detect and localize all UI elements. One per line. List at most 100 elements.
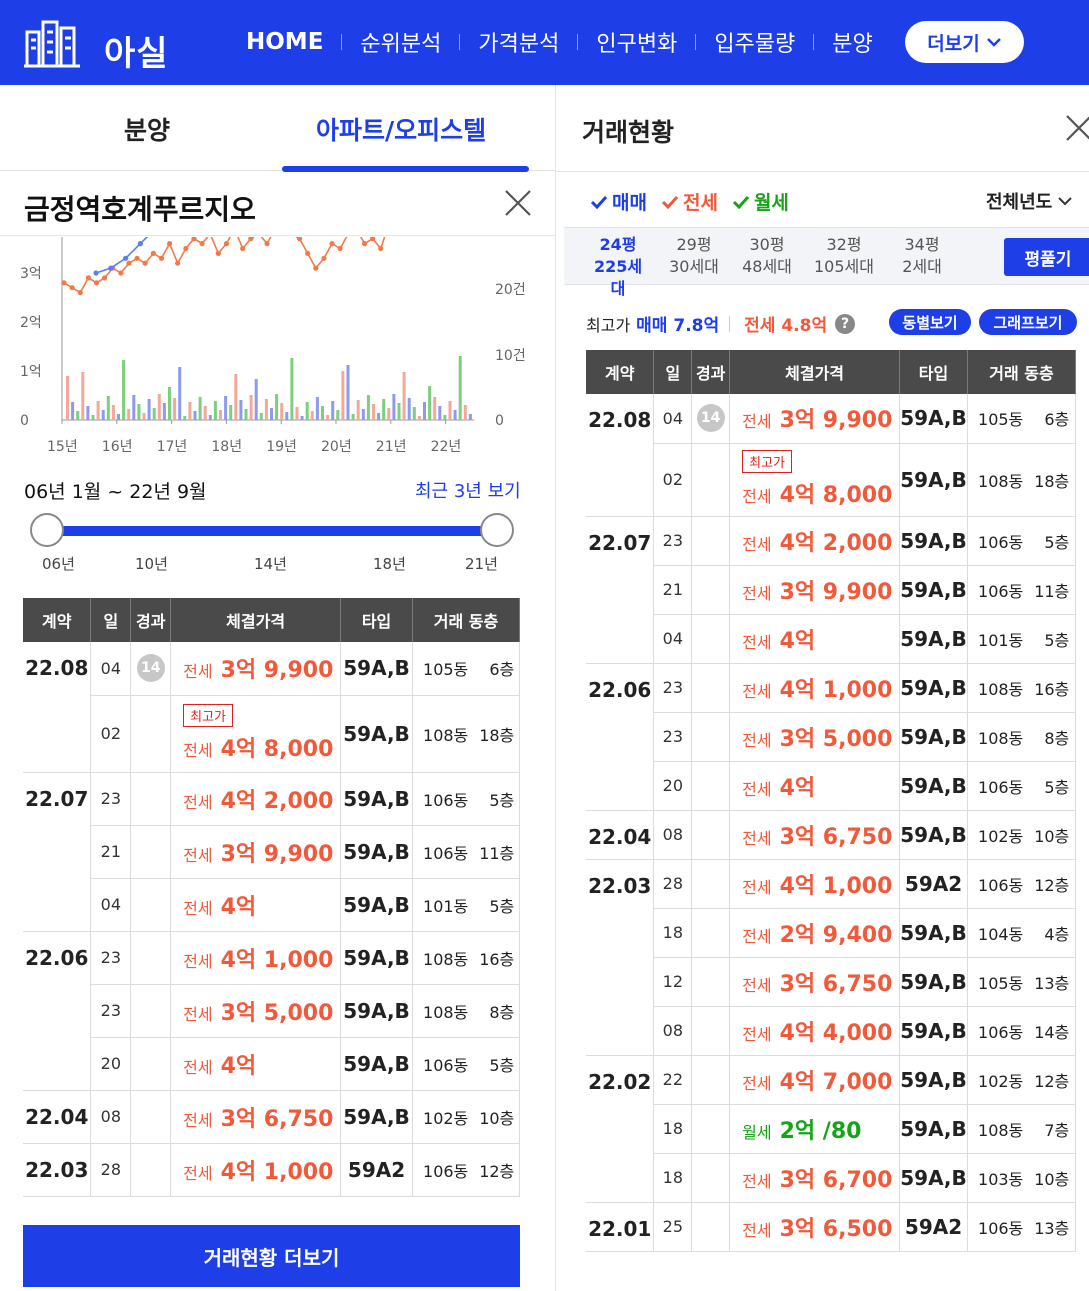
price-point bbox=[264, 241, 270, 247]
size-option-32[interactable]: 32평 105세대 bbox=[808, 234, 880, 278]
year-select[interactable]: 전체년도 bbox=[986, 188, 1072, 214]
nav-price[interactable]: 가격분석 bbox=[478, 32, 560, 57]
table-row[interactable]: 22.03 28 전세 4억 1,000 59A2 106동 12층 bbox=[23, 1143, 520, 1197]
filter-sale[interactable]: 매매 bbox=[590, 188, 647, 215]
price-cell: 전세 3억 9,900 bbox=[170, 825, 342, 879]
table-row[interactable]: 22.01 25 전세 3억 6,500 59A2 106동 13층 bbox=[586, 1202, 1076, 1252]
table-row[interactable]: 08 전세 4억 4,000 59A,B 106동 14층 bbox=[586, 1006, 1076, 1056]
contract-month: 22.03 bbox=[586, 859, 655, 1056]
floor: 4층 bbox=[1044, 924, 1070, 944]
max-jeonse-price: 전세 4.8억 bbox=[744, 316, 828, 336]
volume-bar bbox=[264, 399, 268, 420]
slider-handle-end[interactable] bbox=[480, 513, 514, 547]
deal-price: 3억 9,900 bbox=[779, 579, 893, 605]
dong-floor-cell: 108동 18층 bbox=[967, 443, 1076, 517]
volume-bar bbox=[310, 411, 314, 420]
volume-bar bbox=[300, 416, 304, 420]
contract-day: 08 bbox=[90, 1090, 132, 1144]
help-icon[interactable]: ? bbox=[835, 313, 856, 334]
floor: 8층 bbox=[1044, 728, 1070, 748]
volume-bar bbox=[428, 386, 432, 420]
dong-floor-cell: 108동 8층 bbox=[967, 712, 1076, 762]
volume-bar bbox=[448, 401, 452, 420]
volume-bar bbox=[111, 405, 115, 420]
volume-bar bbox=[229, 405, 233, 420]
header-contract: 계약 bbox=[586, 350, 655, 394]
table-row[interactable]: 22.07 23 전세 4억 2,000 59A,B 106동 5층 bbox=[586, 516, 1076, 664]
dong-floor-cell: 108동 18층 bbox=[412, 695, 520, 773]
deal-type: 전세 bbox=[742, 1220, 772, 1240]
header-price: 체결가격 bbox=[729, 350, 901, 394]
elapsed-cell bbox=[691, 859, 731, 909]
floor: 6층 bbox=[489, 660, 515, 680]
dong-floor-cell: 101동 5층 bbox=[412, 878, 520, 932]
volume-bar bbox=[91, 415, 95, 420]
floor: 5층 bbox=[1044, 630, 1070, 650]
volume-bar bbox=[280, 403, 284, 420]
table-row[interactable]: 02 최고가 전세 4억 8,000 59A,B 108동 18층 bbox=[586, 443, 1076, 517]
size-option-29[interactable]: 29평 30세대 bbox=[664, 234, 724, 278]
slider-handle-start[interactable] bbox=[30, 513, 64, 547]
table-row[interactable]: 22.06 23 전세 4억 1,000 59A,B 108동 16층 bbox=[586, 663, 1076, 811]
volume-bar bbox=[351, 414, 355, 420]
volume-bar bbox=[239, 400, 243, 420]
transaction-table: 계약 일 경과 체결가격 타입 거래 동층 22.08 04 14 전세 3억 9,90… bbox=[23, 598, 520, 1197]
table-row[interactable]: 22.02 22 전세 4억 7,000 59A,B 102동 12층 bbox=[586, 1055, 1076, 1203]
table-row[interactable]: 18 전세 3억 6,700 59A,B 103동 10층 bbox=[586, 1153, 1076, 1203]
table-row[interactable]: 20 전세 4억 59A,B 106동 5층 bbox=[586, 761, 1076, 811]
brand-logo[interactable]: 아실 bbox=[24, 14, 174, 74]
tab-apartment-officetel[interactable]: 아파트/오피스텔 bbox=[316, 116, 487, 145]
size-option-30[interactable]: 30평 48세대 bbox=[736, 234, 798, 278]
table-row[interactable]: 21 전세 3억 9,900 59A,B 106동 11층 bbox=[23, 825, 520, 879]
tab-presale[interactable]: 분양 bbox=[124, 116, 171, 145]
recent-3-years-link[interactable]: 최근 3년 보기 bbox=[415, 481, 521, 502]
dong-floor-cell: 108동 8층 bbox=[412, 984, 520, 1038]
nav-ranking[interactable]: 순위분석 bbox=[360, 32, 442, 57]
table-row[interactable]: 18 전세 2억 9,400 59A,B 104동 4층 bbox=[586, 908, 1076, 958]
table-row[interactable]: 04 전세 4억 59A,B 101동 5층 bbox=[586, 614, 1076, 664]
table-row[interactable]: 22.06 23 전세 4억 1,000 59A,B 108동 16층 bbox=[23, 931, 520, 1091]
table-row[interactable]: 22.08 04 14 전세 3억 9,900 59A,B 105동 6층 bbox=[586, 394, 1076, 517]
table-row[interactable]: 12 전세 3억 6,750 59A,B 105동 13층 bbox=[586, 957, 1076, 1007]
table-row[interactable]: 22.04 08 전세 3억 6,750 59A,B 102동 10층 bbox=[23, 1090, 520, 1144]
table-row[interactable]: 02 최고가 전세 4억 8,000 59A,B 108동 18층 bbox=[23, 695, 520, 773]
table-row[interactable]: 04 전세 4억 59A,B 101동 5층 bbox=[23, 878, 520, 932]
table-row[interactable]: 22.04 08 전세 3억 6,750 59A,B 102동 10층 bbox=[586, 810, 1076, 860]
floor: 6층 bbox=[1044, 410, 1070, 430]
price-point bbox=[215, 250, 221, 256]
table-row[interactable]: 22.07 23 전세 4억 2,000 59A,B 106동 5층 bbox=[23, 772, 520, 932]
floor: 13층 bbox=[1034, 973, 1070, 993]
price-volume-chart[interactable]: 3억 2억 1억 0 20건 10건 0 15년 16년 17년 18년 19년 20년 21년 22년 bbox=[0, 237, 555, 467]
more-transactions-button[interactable]: 거래현황 더보기 bbox=[23, 1225, 520, 1287]
nav-population[interactable]: 인구변화 bbox=[596, 32, 678, 57]
close-icon[interactable] bbox=[502, 187, 534, 219]
table-row[interactable]: 22.08 04 14 전세 3억 9,900 59A,B 105동 6층 bbox=[23, 642, 520, 773]
size-option-24[interactable]: 24평 225세대 bbox=[587, 234, 649, 300]
view-by-dong-button[interactable]: 동별보기 bbox=[889, 309, 971, 335]
unit-type: 59A,B bbox=[899, 516, 969, 566]
close-icon[interactable] bbox=[1064, 113, 1089, 143]
volume-bar bbox=[193, 411, 197, 420]
nav-presale[interactable]: 분양 bbox=[832, 32, 873, 57]
table-row[interactable]: 23 전세 3억 5,000 59A,B 108동 8층 bbox=[586, 712, 1076, 762]
nav-supply[interactable]: 입주물량 bbox=[714, 32, 796, 57]
view-graph-button[interactable]: 그래프보기 bbox=[979, 309, 1077, 335]
price-point bbox=[305, 250, 311, 256]
nav-more-button[interactable]: 더보기 bbox=[905, 21, 1024, 63]
table-row[interactable]: 20 전세 4억 59A,B 106동 5층 bbox=[23, 1037, 520, 1091]
nav-home[interactable]: HOME bbox=[246, 29, 324, 55]
table-row[interactable]: 18 월세 2억 /80 59A,B 108동 7층 bbox=[586, 1104, 1076, 1154]
volume-bar bbox=[117, 414, 120, 420]
size-option-34[interactable]: 34평 2세대 bbox=[892, 234, 952, 278]
unit-type: 59A,B bbox=[899, 761, 969, 811]
table-row[interactable]: 23 전세 3억 5,000 59A,B 108동 8층 bbox=[23, 984, 520, 1038]
table-row[interactable]: 21 전세 3억 9,900 59A,B 106동 11층 bbox=[586, 565, 1076, 615]
table-row[interactable]: 22.03 28 전세 4억 1,000 59A2 106동 12층 bbox=[586, 859, 1076, 1056]
contract-month: 22.01 bbox=[586, 1202, 655, 1252]
filter-monthly[interactable]: 월세 bbox=[732, 188, 789, 215]
elapsed-days-badge: 14 bbox=[696, 404, 725, 433]
filter-jeonse[interactable]: 전세 bbox=[661, 188, 718, 215]
period-range-slider[interactable]: 06년 10년 14년 18년 21년 bbox=[30, 513, 520, 573]
contract-day: 02 bbox=[653, 443, 693, 517]
expand-pyeong-button[interactable]: 평풀기 bbox=[1004, 238, 1089, 276]
